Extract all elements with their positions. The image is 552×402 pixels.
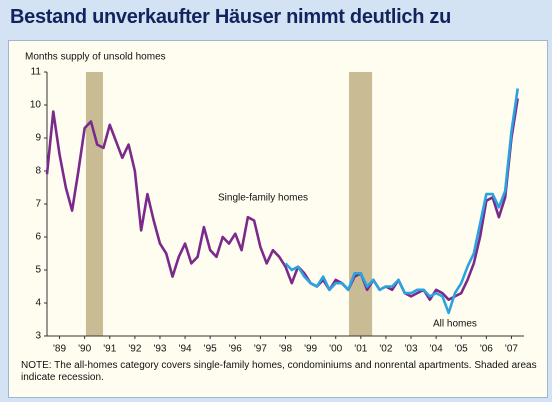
line [284,88,520,315]
y-axis-label: Months supply of unsold homes [25,52,166,63]
note: NOTE: The all-homes category covers sing… [21,360,537,383]
x-tick-label: '99 [304,344,317,355]
x-tick-label: '92 [128,344,141,355]
y-tick-label: 7 [35,199,41,210]
x-tick-label: '89 [53,344,66,355]
x-tick-label: '90 [78,344,91,355]
x-tick-label: '98 [279,344,292,355]
y-tick-label: 6 [35,232,41,243]
title: Bestand unverkaufter Häuser nimmt deutli… [10,6,452,28]
x-tick-label: '03 [405,344,418,355]
y-tick-label: 5 [35,265,41,276]
y-tick-label: 11 [31,67,42,78]
recession-band [349,72,373,336]
x-tick-label: '91 [103,344,116,355]
recession-band [85,72,103,336]
y-tick-label: 3 [35,331,41,342]
x-tick-label: '02 [379,344,392,355]
x-tick-label: '01 [354,344,367,355]
y-tick-label: 4 [35,298,41,309]
annotation: Single-family homes [218,193,308,204]
annotation: All homes [433,319,477,330]
x-tick-label: '95 [204,344,217,355]
y-tick-label: 9 [35,133,41,144]
x-tick-label: '93 [153,344,166,355]
y-tick-label: 10 [30,100,42,111]
x-tick-label: '97 [254,344,267,355]
x-tick-label: '04 [430,344,443,355]
x-tick-label: '94 [179,344,192,355]
x-tick-label: '07 [505,344,518,355]
x-tick-label: '06 [480,344,493,355]
x-tick-label: '96 [229,344,242,355]
x-tick-label: '00 [329,344,342,355]
y-tick-label: 8 [35,166,41,177]
line [45,98,520,302]
x-tick-label: '05 [455,344,468,355]
